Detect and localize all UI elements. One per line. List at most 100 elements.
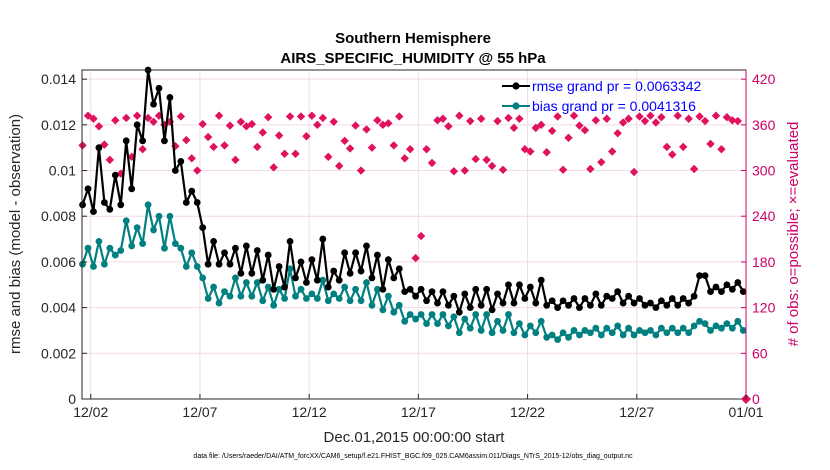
obs-evaluated-marker [203,132,213,142]
data-point [335,276,343,284]
data-point [707,288,714,296]
obs-evaluated-marker [384,119,393,128]
data-point [330,290,338,298]
obs-evaluated-marker [324,152,333,162]
data-point [182,199,190,206]
obs-evaluated-marker [225,121,235,130]
obs-evaluated-marker [684,114,693,123]
data-point [133,121,141,129]
data-point [368,274,376,282]
obs-evaluated-marker [515,114,524,123]
data-point [521,295,529,302]
obs-evaluated-marker [613,129,622,138]
obs-evaluated-marker [460,166,469,175]
data-point [412,292,420,300]
obs-evaluated-marker [564,133,573,142]
obs-evaluated-marker [258,128,267,137]
data-point [122,217,130,225]
data-point [264,283,272,291]
obs-evaluated-marker [132,111,142,120]
data-point [199,274,207,282]
data-point [248,269,256,277]
obs-evaluated-marker [493,116,502,126]
data-point [505,281,512,289]
data-point [111,251,119,259]
data-file-footnote: data file: /Users/raeder/DAI/ATM_forcXX/… [193,453,633,460]
data-point [226,292,234,300]
data-point [439,288,447,296]
y-right-axis-label: # of obs: o=possible; ×=evaluated [785,122,802,347]
obs-evaluated-marker [138,145,147,154]
obs-evaluated-marker [471,154,480,164]
data-point [679,295,687,302]
data-point [79,260,86,268]
obs-evaluated-marker [498,165,508,174]
obs-evaluated-marker [198,119,207,129]
obs-evaluated-marker [466,116,475,126]
data-point [281,295,288,302]
obs-evaluated-marker [504,113,513,123]
data-point [734,317,742,325]
obs-evaluated-marker [313,120,322,130]
obs-evaluated-marker [340,136,349,146]
data-point [543,333,551,341]
data-point [215,299,223,307]
x-tick-label: 12/07 [182,404,217,420]
x-tick-label: 01/01 [728,404,763,420]
obs-evaluated-marker [143,113,153,123]
obs-evaluated-marker [422,145,431,154]
data-point [319,235,327,243]
obs-evaluated-marker [285,112,295,121]
data-point [641,301,649,309]
obs-evaluated-series [78,111,751,404]
data-point [603,292,611,300]
data-point [461,315,469,323]
data-point [685,299,693,307]
data-point [308,256,316,264]
data-point [455,308,463,316]
obs-evaluated-marker [89,114,98,123]
data-point [663,301,671,309]
obs-evaluated-marker [100,140,109,149]
data-point [707,327,714,334]
data-point [111,171,119,179]
data-point [636,295,643,302]
data-point [401,288,409,296]
data-point [668,324,676,332]
data-point [139,240,147,248]
y-right-tick-label: 240 [752,208,776,224]
y-right-tick-label: 360 [752,117,776,133]
data-point [95,144,103,152]
obs-evaluated-marker [105,155,115,165]
data-point [718,288,725,296]
data-point [259,297,267,305]
data-point [466,304,474,312]
data-point [570,295,578,302]
data-point [133,224,141,232]
data-point [488,329,496,337]
obs-evaluated-marker [575,121,584,130]
x-axis-label: Dec.01,2015 00:00:00 start [324,429,506,446]
data-point [619,331,627,339]
data-point [499,327,507,334]
data-point [739,327,747,334]
data-point [346,297,354,305]
data-point [723,320,731,328]
obs-evaluated-marker [411,253,420,263]
data-point [674,329,682,337]
data-point [477,327,485,334]
obs-evaluated-marker [547,126,557,136]
data-point [548,297,556,305]
data-point [592,290,600,298]
data-point [674,301,682,309]
data-point [494,317,501,325]
data-point [532,299,540,307]
data-point [701,272,709,280]
obs-evaluated-marker [94,122,104,131]
data-point [614,288,622,296]
data-point [221,288,228,296]
data-point [603,324,611,332]
data-point [406,285,414,293]
data-point [630,331,638,339]
